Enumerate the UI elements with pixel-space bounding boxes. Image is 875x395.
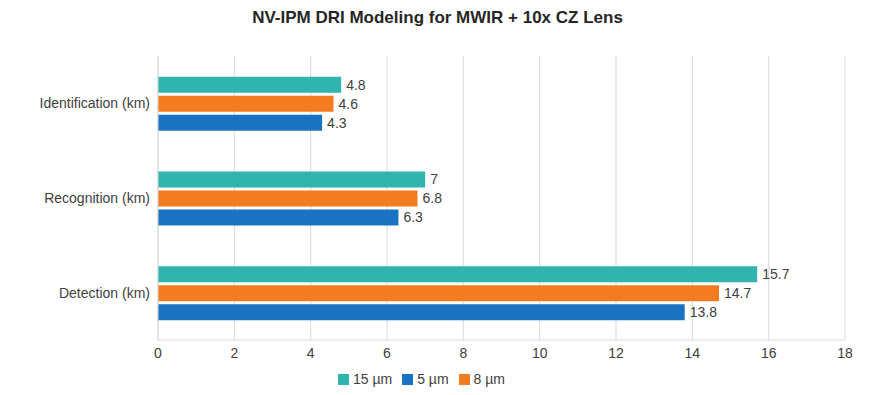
html-text:8 µm: 8 µm: [473, 371, 505, 387]
svg-text:0: 0: [154, 345, 162, 361]
svg-text:7: 7: [430, 171, 438, 187]
svg-text:14.7: 14.7: [724, 285, 751, 301]
svg-text:Detection (km): Detection (km): [59, 285, 150, 301]
svg-text:6: 6: [383, 345, 391, 361]
svg-text:4.3: 4.3: [327, 115, 347, 131]
svg-text:6.3: 6.3: [403, 209, 423, 225]
svg-text:16: 16: [761, 345, 777, 361]
svg-text:13.8: 13.8: [690, 304, 717, 320]
svg-text:4: 4: [307, 345, 315, 361]
svg-text:6.8: 6.8: [423, 190, 443, 206]
svg-text:14: 14: [685, 345, 701, 361]
html-text:5 µm: 5 µm: [417, 371, 449, 387]
svg-text:Recognition (km): Recognition (km): [44, 190, 150, 206]
svg-text:4.6: 4.6: [339, 96, 359, 112]
html-text:NV-IPM DRI Modeling for MWIR +: NV-IPM DRI Modeling for MWIR + 10x CZ Le…: [252, 8, 623, 27]
svg-text:4.8: 4.8: [346, 77, 366, 93]
svg-text:12: 12: [608, 345, 624, 361]
svg-text:2: 2: [230, 345, 238, 361]
svg-text:10: 10: [532, 345, 548, 361]
svg-text:18: 18: [837, 345, 853, 361]
svg-text:Identification (km): Identification (km): [40, 95, 150, 111]
html-text:15 µm: 15 µm: [353, 371, 393, 387]
svg-text:15.7: 15.7: [762, 266, 789, 282]
svg-text:8: 8: [459, 345, 467, 361]
